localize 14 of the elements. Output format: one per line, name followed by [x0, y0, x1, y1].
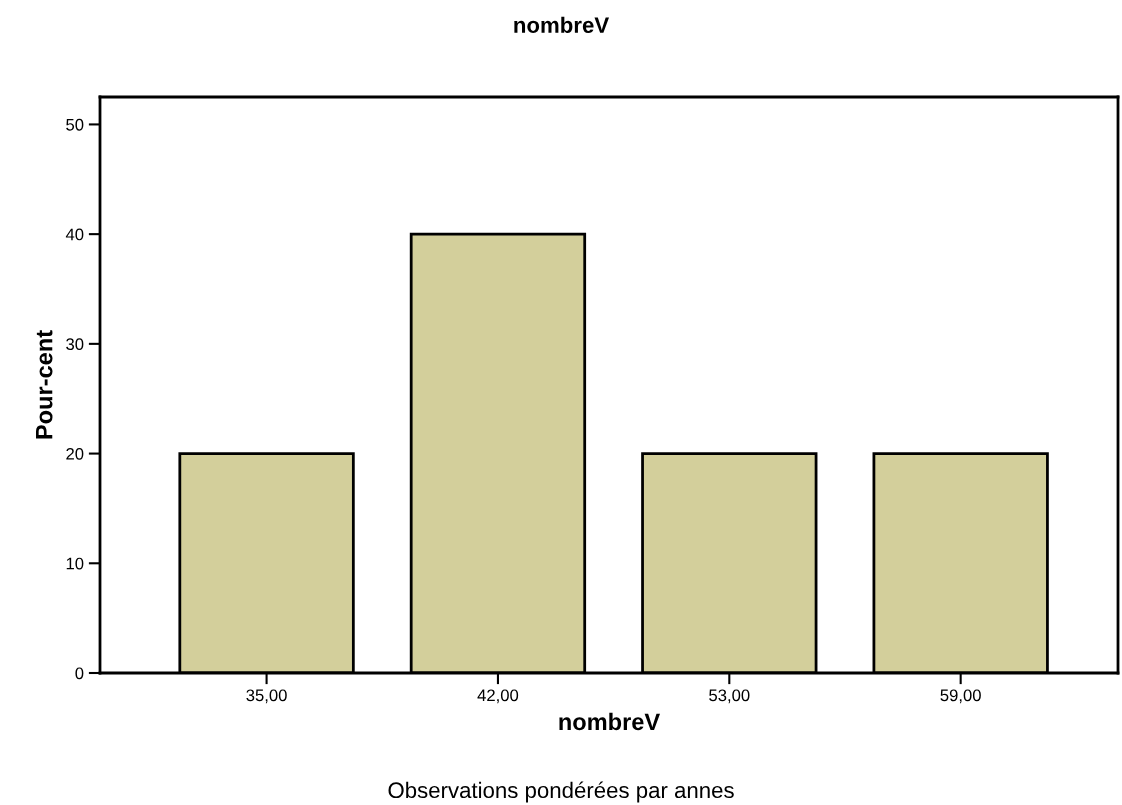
y-tick-label: 10: [66, 557, 84, 570]
x-axis-title: nombreV: [559, 712, 660, 731]
x-tick-label: 42,00: [477, 689, 519, 704]
y-tick-label: 20: [66, 447, 84, 460]
chart-title: nombreV: [514, 16, 609, 33]
y-tick-label: 40: [65, 228, 84, 241]
y-axis-title: Pour-cent: [36, 330, 53, 439]
x-tick-label: 53,00: [709, 689, 750, 704]
y-tick-label: 50: [66, 118, 84, 131]
x-tick-label: 35,00: [246, 689, 287, 704]
y-tick-label: 30: [66, 338, 84, 351]
text: Observations pondérées par annes: [388, 781, 734, 803]
y-tick-label: 0: [75, 667, 84, 680]
x-tick-label: 59,00: [940, 689, 981, 704]
